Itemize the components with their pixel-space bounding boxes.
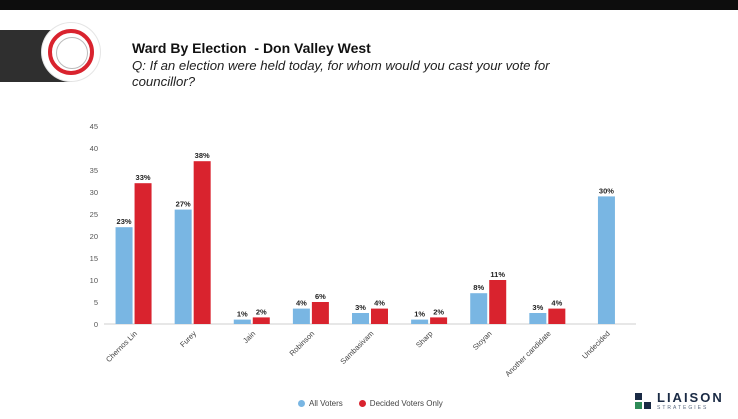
bar-decided-voters bbox=[311, 302, 329, 324]
bar-data-label: 3% bbox=[355, 303, 366, 312]
bar-data-label: 33% bbox=[136, 173, 151, 182]
bar-all-voters bbox=[411, 319, 429, 324]
bar-chart: 0 5 10 15 20 25 30 35 40 45 23% 33% Chernos Lin 27% 38… bbox=[90, 122, 636, 378]
legend-swatch-decided-voters bbox=[358, 400, 366, 407]
chart-legend: All Voters Decided Voters Only bbox=[298, 399, 453, 408]
bar-data-label: 1% bbox=[414, 310, 425, 319]
brand-tagline: STRATEGIES bbox=[657, 405, 709, 411]
bar-data-label: 11% bbox=[490, 270, 505, 279]
circle-logo-icon bbox=[42, 23, 100, 81]
bar-data-label: 1% bbox=[237, 310, 248, 319]
bar-all-voters bbox=[115, 227, 133, 324]
liaison-mark-icon bbox=[635, 393, 653, 411]
legend-item-decided-voters: Decided Voters Only bbox=[358, 399, 443, 408]
bar-decided-voters bbox=[134, 183, 152, 324]
page-title: Ward By Election - Don Valley West bbox=[132, 40, 371, 56]
y-tick-label: 0 bbox=[94, 320, 98, 329]
legend-label-decided-voters: Decided Voters Only bbox=[369, 399, 443, 408]
brand-name: LIAISON bbox=[657, 390, 724, 405]
bar-decided-voters bbox=[430, 317, 448, 324]
bar-all-voters bbox=[233, 319, 251, 324]
bar-all-voters bbox=[597, 196, 615, 324]
bar-data-label: 3% bbox=[532, 303, 543, 312]
legend-swatch-all-voters bbox=[298, 400, 305, 407]
bar-data-label: 38% bbox=[195, 151, 210, 160]
y-tick-label: 40 bbox=[90, 144, 98, 153]
bar-decided-voters bbox=[193, 161, 211, 324]
bar-data-label: 4% bbox=[551, 299, 562, 308]
y-tick-label: 35 bbox=[90, 166, 98, 175]
top-bar bbox=[0, 0, 738, 10]
legend-item-all-voters: All Voters bbox=[298, 399, 343, 408]
y-tick-label: 25 bbox=[90, 210, 98, 219]
y-tick-label: 45 bbox=[90, 122, 98, 131]
bar-decided-voters bbox=[548, 308, 566, 324]
y-tick-label: 15 bbox=[90, 254, 98, 263]
y-tick-label: 5 bbox=[94, 298, 98, 307]
bar-all-voters bbox=[529, 313, 547, 324]
x-category-label: Stoyan bbox=[471, 329, 494, 352]
bar-data-label: 2% bbox=[433, 307, 444, 316]
legend-label-all-voters: All Voters bbox=[309, 399, 343, 408]
bar-all-voters bbox=[470, 293, 488, 324]
x-category-label: Robinson bbox=[288, 329, 317, 358]
x-category-label: Jain bbox=[241, 329, 257, 345]
bar-data-label: 30% bbox=[599, 186, 614, 195]
bar-decided-voters bbox=[252, 317, 270, 324]
bar-data-label: 4% bbox=[296, 299, 307, 308]
bar-data-label: 2% bbox=[256, 307, 267, 316]
bar-all-voters bbox=[352, 313, 369, 324]
x-category-label: Furey bbox=[178, 329, 198, 349]
x-category-label: Sambasivam bbox=[338, 329, 375, 366]
bar-data-label: 27% bbox=[176, 200, 191, 209]
bar-all-voters bbox=[292, 308, 310, 324]
x-category-label: Chernos Lin bbox=[104, 329, 139, 364]
y-tick-label: 20 bbox=[90, 232, 98, 241]
bar-all-voters bbox=[174, 209, 192, 324]
x-category-label: Undecided bbox=[580, 329, 612, 361]
survey-question: Q: If an election were held today, for w… bbox=[132, 58, 550, 89]
x-category-label: Sharp bbox=[414, 329, 435, 350]
y-tick-label: 30 bbox=[90, 188, 98, 197]
y-tick-label: 10 bbox=[90, 276, 98, 285]
bar-data-label: 4% bbox=[374, 299, 385, 308]
bar-data-label: 23% bbox=[117, 217, 132, 226]
bar-data-label: 6% bbox=[315, 292, 326, 301]
bar-data-label: 8% bbox=[473, 283, 484, 292]
bar-decided-voters bbox=[371, 308, 388, 324]
x-category-label: Another candidate bbox=[503, 329, 552, 378]
bar-decided-voters bbox=[489, 280, 507, 324]
